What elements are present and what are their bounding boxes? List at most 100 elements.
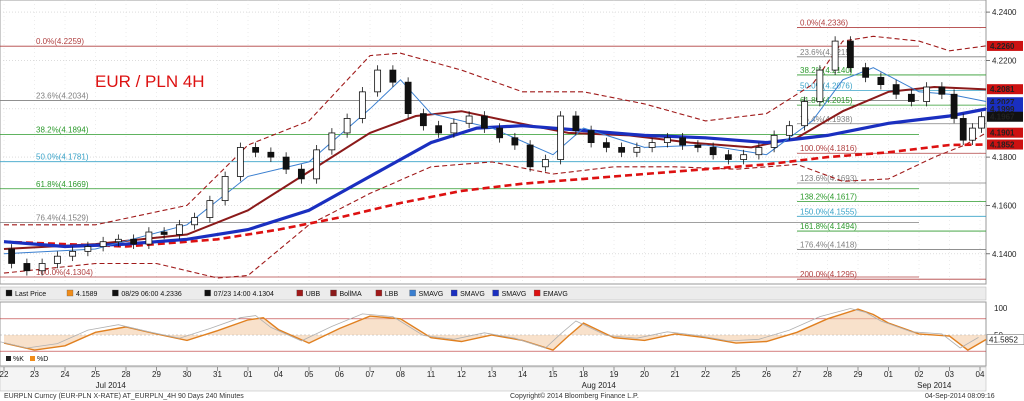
y-tick-label: 4.2200 (992, 56, 1017, 65)
legend-label: 4.1589 (76, 291, 98, 298)
legend: Last Price 4.1589 08/29 06:00 4.2336 07/23 … (5, 289, 568, 298)
candle-body (846, 40, 854, 69)
candle-body (801, 101, 809, 127)
candle-body (252, 147, 260, 153)
candle-body (175, 224, 183, 235)
x-month-label: Sep 2014 (917, 381, 952, 390)
price-tag (987, 97, 1023, 108)
x-tick-label: 05 (305, 370, 314, 379)
x-tick-label: 07 (366, 370, 375, 379)
x-tick-label: 22 (0, 370, 9, 379)
candle-body (282, 156, 290, 170)
candle-body (785, 125, 793, 136)
fib-label: 200.0%(4.1295) (800, 270, 857, 279)
fib-label: 61.8%(4.2015) (800, 96, 853, 105)
price-tag (987, 139, 1023, 150)
x-tick-label: 08 (396, 370, 405, 379)
price-tag-label: 4.1901 (990, 129, 1015, 138)
x-tick-label: 02 (915, 370, 924, 379)
candle-body (907, 93, 915, 102)
x-tick-label: 24 (61, 370, 70, 379)
candle-body (23, 263, 31, 272)
price-tag-label: 4.1999 (990, 105, 1015, 114)
candle-body (602, 142, 610, 148)
candle-body (221, 176, 229, 202)
candle-body (740, 154, 748, 160)
x-tick-label: 04 (976, 370, 985, 379)
x-tick-label: 29 (152, 370, 161, 379)
candle-body (511, 137, 519, 146)
x-tick-label: 03 (945, 370, 954, 379)
candle-body (950, 93, 958, 119)
legend-label: EMAVG (543, 291, 568, 298)
legend-swatch (409, 289, 416, 297)
fib-label: 61.8%(4.1669) (36, 180, 89, 189)
fib-label: 176.4%(4.1418) (800, 240, 857, 249)
x-tick-label: 19 (610, 370, 619, 379)
candle-body (648, 142, 656, 148)
y-tick-label: 4.1600 (992, 201, 1017, 210)
candle-body (160, 231, 168, 235)
candle-body (38, 263, 46, 272)
fib-label: 161.8%(4.1494) (800, 222, 857, 231)
osc-legend-label: %D (37, 356, 48, 363)
price-tag-label: 4.1852 (990, 141, 1015, 150)
candles (8, 36, 985, 276)
candle-body (755, 147, 763, 156)
fib-label: 38.2%(4.2140) (800, 66, 853, 75)
legend-label: SMAVG (419, 291, 444, 298)
x-tick-label: 25 (732, 370, 741, 379)
candle-body (236, 147, 244, 177)
candle-body (328, 132, 336, 151)
x-tick-label: 22 (701, 370, 710, 379)
osc-tag (986, 334, 1024, 345)
time-axis: 22 23 24 25 28 29 30 31 01 04 05 06 07 08 11 12 13 14 15 18… (0, 367, 985, 390)
candle-body (557, 115, 565, 160)
price-tag (987, 84, 1023, 95)
candle-body (145, 231, 153, 245)
candle-body (84, 246, 92, 252)
x-tick-label: 06 (335, 370, 344, 379)
candle-body (831, 40, 839, 71)
candle-body (496, 127, 504, 139)
candle-body (862, 67, 870, 78)
legend-label: UBB (306, 291, 321, 298)
x-tick-label: 18 (579, 370, 588, 379)
x-tick-label: 27 (793, 370, 802, 379)
candle-body (694, 144, 702, 148)
osc-tick-label: 100 (994, 304, 1008, 313)
x-tick-label: 11 (427, 370, 436, 379)
x-tick-label: 01 (884, 370, 893, 379)
fib-label: 138.2%(4.1617) (800, 192, 857, 201)
osc-k-line (0, 308, 979, 349)
candle-body (374, 69, 382, 93)
fib-label: 23.6%(4.2215) (800, 48, 853, 57)
oscillator-layer (0, 308, 987, 352)
fib-label: 50.0%(4.2076) (800, 81, 853, 90)
fib-label: 76.4%(4.1529) (36, 214, 89, 223)
price-tag (987, 104, 1023, 115)
price-tag-label: 4.1967 (990, 113, 1015, 122)
osc-tag-label: 41.5852 (989, 336, 1018, 345)
fib-label: 50.0%(4.1781) (36, 153, 89, 162)
candle-body (770, 134, 778, 148)
main-grid (0, 0, 986, 284)
price-tag-label: 4.2081 (990, 85, 1015, 94)
fib-label: 150.0%(4.1555) (800, 207, 857, 216)
x-tick-label: 31 (213, 370, 222, 379)
candle-body (99, 241, 107, 247)
osc-legend-swatch (6, 356, 11, 361)
footer-timestamp: 04-Sep-2014 08:09:16 (925, 393, 995, 400)
price-tag (987, 111, 1023, 122)
candle-body (816, 69, 824, 102)
x-tick-label: 28 (823, 370, 832, 379)
candle-body (191, 217, 199, 226)
legend-label: LBB (385, 291, 399, 298)
fib-label: 23.6%(4.2034) (36, 92, 89, 101)
candle-body (877, 76, 885, 85)
legend-label: SMAVG (502, 291, 527, 298)
legend-swatch (492, 289, 499, 297)
candle-body (526, 144, 534, 168)
fib-label: 0.0%(4.2336) (800, 19, 848, 28)
x-tick-label: 15 (549, 370, 558, 379)
